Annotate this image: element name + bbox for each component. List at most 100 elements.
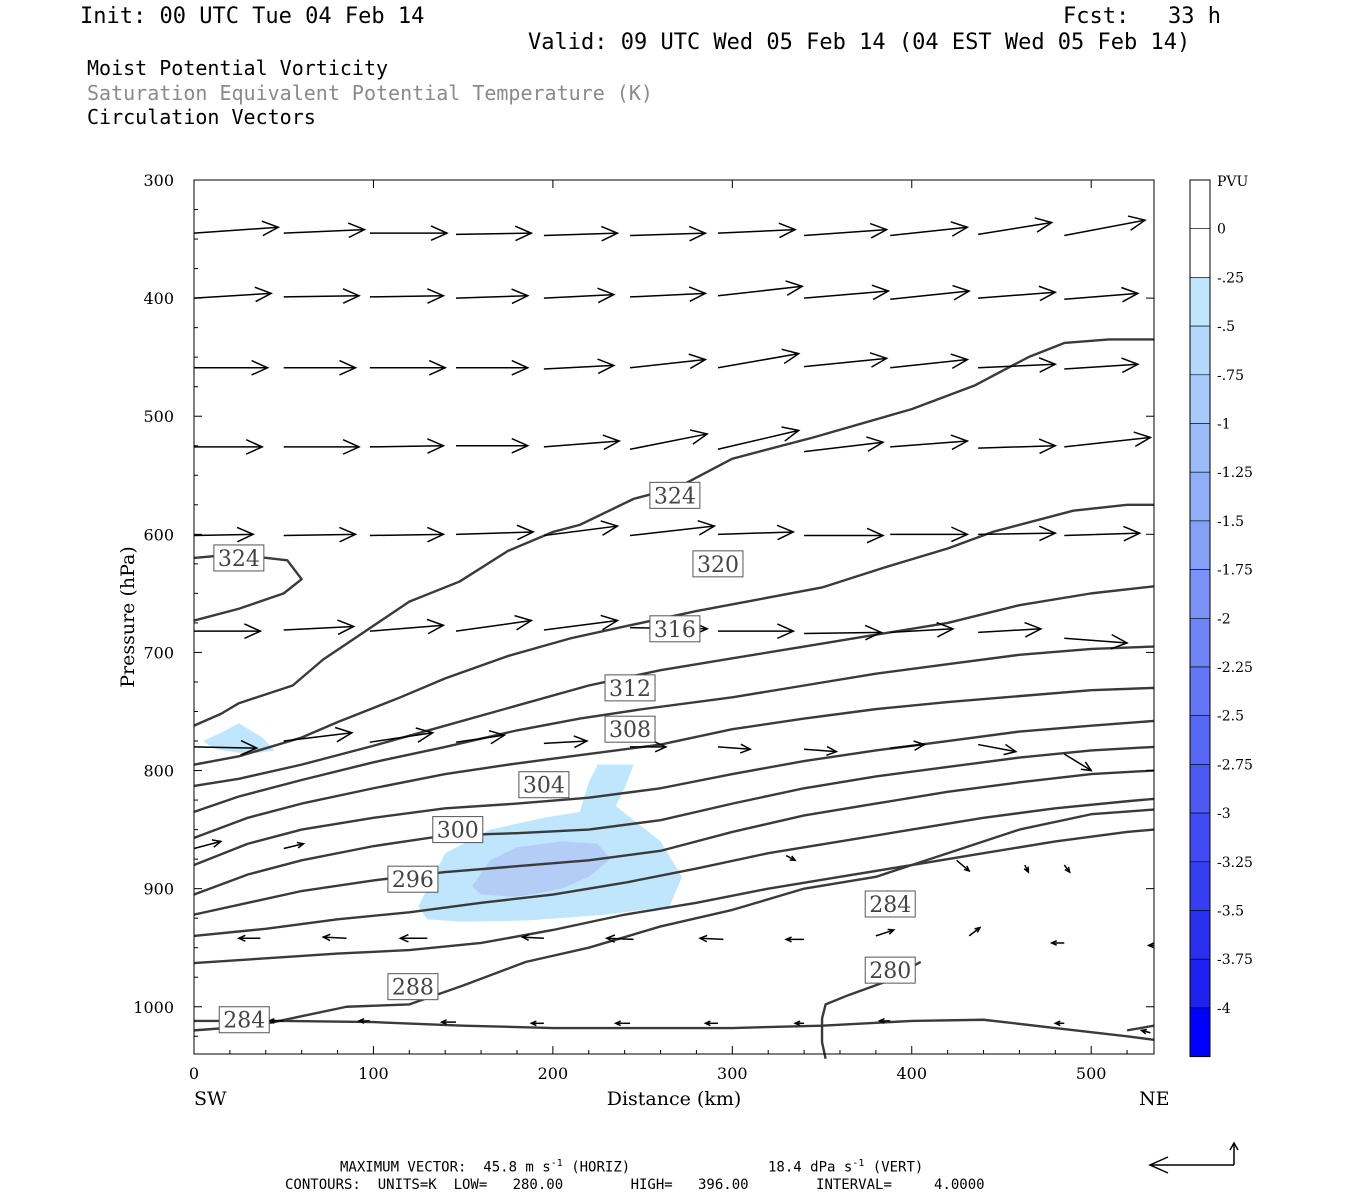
circulation-vector-7-5 — [1063, 864, 1071, 874]
vector-head — [1003, 743, 1018, 756]
theta-es-contour-288-10 — [193, 828, 1155, 965]
circulation-vector-8-6 — [784, 936, 805, 943]
y-tick-label-300: 300 — [143, 171, 174, 190]
vector-head — [427, 438, 446, 454]
contour-label-320-2: 320 — [692, 550, 744, 578]
forecast-label: Fcst: — [1063, 4, 1130, 29]
vector-head — [1080, 761, 1093, 772]
vector-head — [240, 739, 259, 756]
colorbar-swatch-0 — [1189, 179, 1211, 230]
init-time: Init: 00 UTC Tue 04 Feb 14 — [80, 4, 425, 29]
colorbar-swatch-4 — [1189, 374, 1211, 424]
circulation-vector-7-4 — [1023, 864, 1030, 874]
vector-head — [826, 745, 839, 756]
vector-shaft — [804, 631, 882, 635]
circulation-vectors-layer — [193, 215, 1154, 1035]
contour-label-text: 312 — [609, 677, 651, 702]
colorbar-swatch-3 — [1189, 325, 1211, 376]
reference-vector-icon — [1148, 1141, 1239, 1174]
vector-shaft — [890, 628, 954, 634]
vector-head — [950, 221, 970, 237]
vector-head — [784, 936, 792, 943]
contour-label-324-0: 324 — [649, 481, 701, 509]
colorbar-title: PVU — [1217, 174, 1249, 190]
vector-shaft — [283, 228, 365, 234]
circulation-vector-2-1 — [283, 359, 358, 376]
contour-label-box — [864, 956, 916, 984]
colorbar-label-11: -2.75 — [1217, 757, 1253, 773]
vector-head — [415, 727, 435, 743]
vector-head — [296, 841, 306, 849]
colorbar-swatch-15 — [1189, 910, 1211, 960]
theta-es-contour-unlabeled-14 — [1126, 1024, 1155, 1032]
vector-shaft — [369, 732, 433, 743]
circulation-vector-5-3 — [455, 614, 534, 632]
vector-shaft — [699, 937, 724, 941]
contour-label-text: 320 — [697, 553, 739, 578]
contour-label-text: 284 — [869, 893, 911, 918]
vector-head — [514, 614, 534, 631]
contour-label-box — [218, 1006, 270, 1034]
circulation-vector-3-1 — [283, 439, 361, 455]
circulation-vector-1-7 — [804, 284, 891, 301]
contour-label-box — [604, 674, 656, 702]
vector-shaft — [804, 441, 884, 453]
pv-shading-layer — [202, 723, 683, 922]
vector-head — [689, 429, 709, 445]
vector-head — [600, 225, 620, 242]
circulation-vector-0-2 — [369, 225, 449, 242]
colorbar-label-7: -1.75 — [1217, 563, 1253, 579]
x-tick-label-0: 0 — [189, 1064, 199, 1083]
contour-label-box — [649, 615, 701, 643]
vector-head — [261, 220, 281, 237]
vector-head — [511, 288, 530, 305]
circulation-vector-2-10 — [1064, 357, 1140, 374]
circulation-vector-0-9 — [978, 217, 1054, 236]
contours-info-text: CONTOURS: UNITS=K LOW= 280.00 HIGH= 396.… — [285, 1177, 985, 1193]
y-axis-title: Pressure (hPa) — [117, 546, 139, 688]
circulation-vector-1-4 — [543, 287, 616, 304]
vector-head — [697, 519, 717, 536]
vector-shaft — [890, 440, 968, 448]
contour-label-box — [649, 481, 701, 509]
circulation-vector-8-4 — [604, 934, 634, 943]
colorbar-label-14: -3.5 — [1217, 904, 1244, 920]
vector-head — [321, 933, 331, 942]
circulation-vector-5-4 — [543, 614, 620, 631]
circulation-vector-8-8 — [968, 926, 982, 937]
vector-head — [703, 1020, 711, 1027]
colorbar-label-5: -1.25 — [1217, 465, 1253, 481]
vector-head — [781, 348, 801, 365]
colorbar-label-12: -3 — [1217, 806, 1231, 822]
vector-shaft — [717, 352, 799, 369]
circulation-vector-3-4 — [543, 434, 622, 451]
circulation-vector-6-2 — [369, 727, 435, 743]
circulation-vector-9-9 — [1139, 1028, 1151, 1035]
vector-shaft — [717, 228, 796, 234]
circulation-vector-6-5 — [630, 741, 668, 753]
vector-shaft — [956, 859, 970, 872]
circulation-vector-3-10 — [1064, 431, 1153, 448]
circulation-vector-1-2 — [369, 288, 446, 304]
contour-label-text: 284 — [223, 1009, 265, 1034]
circulation-vector-1-5 — [630, 286, 708, 302]
x-axis-title: Distance (km) — [607, 1088, 742, 1110]
circulation-vector-4-10 — [1064, 525, 1142, 542]
contour-label-text: 324 — [218, 547, 260, 572]
plot-frame — [193, 179, 1155, 1055]
circulation-vector-3-0 — [194, 439, 265, 455]
vector-head — [739, 743, 753, 754]
vector-shaft — [1064, 637, 1128, 644]
circulation-vector-4-4 — [543, 520, 620, 537]
colorbar-label-6: -1.5 — [1217, 514, 1244, 530]
circulation-vector-3-2 — [369, 438, 446, 454]
vector-head — [339, 359, 358, 376]
colorbar-label-16: -4 — [1217, 1001, 1231, 1017]
colorbar-swatch-10 — [1189, 666, 1211, 717]
circulation-vector-9-5 — [703, 1020, 718, 1027]
vector-head — [1139, 1028, 1147, 1035]
vector-shaft — [875, 929, 895, 937]
vector-shaft — [606, 937, 634, 941]
vector-shaft — [629, 358, 706, 369]
vector-head — [347, 222, 367, 239]
